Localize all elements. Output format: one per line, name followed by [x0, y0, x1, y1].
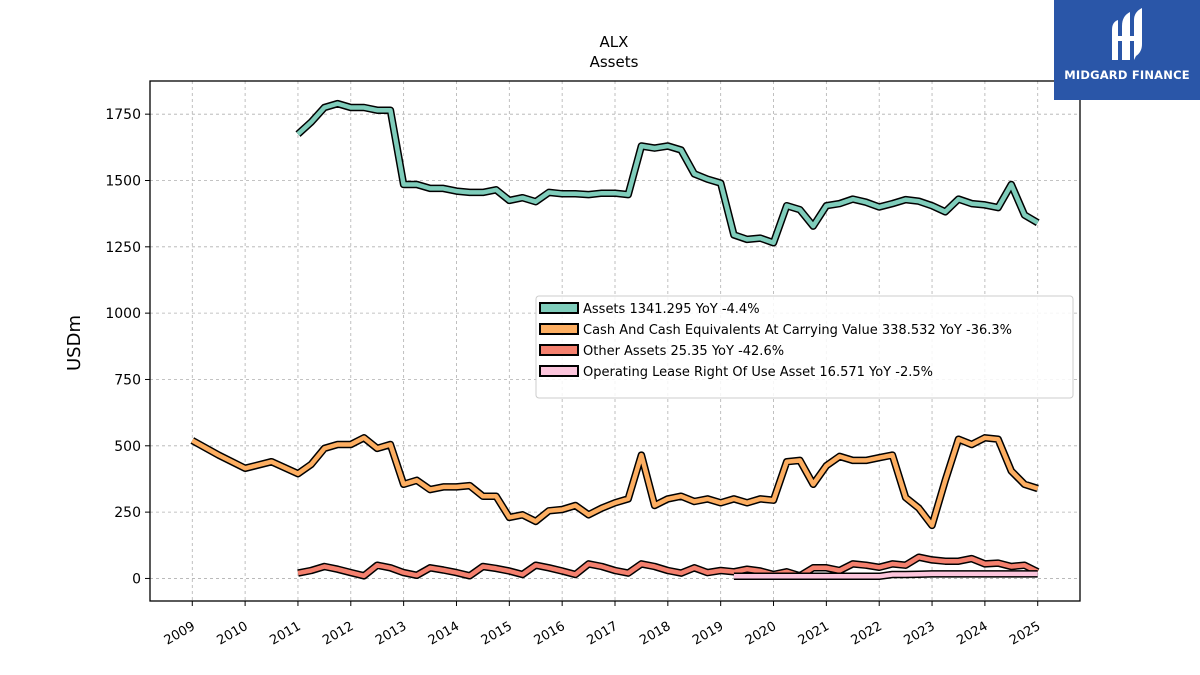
legend-swatch	[539, 344, 579, 356]
x-tick-label: 2017	[584, 619, 620, 649]
cash-and-cash-equivalents-at-carrying-value-line	[191, 435, 1039, 528]
y-tick-label: 1500	[105, 173, 141, 189]
x-tick-label: 2025	[1007, 619, 1043, 649]
x-tick-label: 2009	[162, 619, 198, 649]
other-assets-line	[297, 554, 1039, 579]
x-tick-label: 2011	[267, 619, 303, 649]
y-axis-label: USDm	[64, 315, 85, 371]
chart-subtitle: Assets	[590, 53, 639, 71]
brand-logo: MIDGARD FINANCE	[1054, 0, 1200, 100]
series-lines	[190, 99, 1040, 581]
x-tick-label: 2023	[901, 619, 937, 649]
legend-swatch	[539, 302, 579, 314]
brand-logo-icon	[1112, 8, 1142, 60]
legend-box	[535, 295, 1074, 399]
x-tick-label: 2013	[373, 619, 409, 649]
legend-swatch	[539, 365, 579, 377]
x-tick-label: 2022	[849, 619, 885, 649]
y-tick-label: 0	[132, 571, 141, 587]
legend: Assets 1341.295 YoY -4.4% Cash And Cash E…	[535, 295, 1074, 399]
x-tick-label: 2021	[796, 619, 832, 649]
legend-swatch	[539, 323, 579, 335]
legend-entry-label: Other Assets 25.35 YoY -42.6%	[583, 344, 784, 359]
x-tick-label: 2019	[690, 619, 726, 649]
legend-entry-label: Operating Lease Right Of Use Asset 16.57…	[583, 365, 933, 380]
y-tick-label: 250	[114, 505, 141, 521]
x-tick-label: 2024	[954, 619, 990, 649]
y-tick-label: 1250	[105, 240, 141, 256]
x-tick-label: 2020	[743, 619, 779, 649]
assets-line	[296, 101, 1039, 246]
operating-lease-right-of-use-asset-line	[733, 571, 1038, 579]
y-tick-label: 1000	[105, 306, 141, 322]
x-tick-label: 2010	[215, 619, 251, 649]
x-tick-label: 2016	[532, 619, 568, 649]
y-tick-label: 750	[114, 372, 141, 388]
x-tick-label: 2014	[426, 619, 462, 649]
brand-logo-text: MIDGARD FINANCE	[1064, 68, 1190, 82]
chart-title: ALX	[600, 33, 629, 51]
x-tick-label: 2018	[637, 619, 673, 649]
x-tick-label: 2015	[479, 619, 515, 649]
legend-entry-label: Assets 1341.295 YoY -4.4%	[583, 302, 760, 317]
x-tick-label: 2012	[320, 619, 356, 649]
y-tick-label: 1750	[105, 107, 141, 123]
y-tick-label: 500	[114, 439, 141, 455]
legend-entry-label: Cash And Cash Equivalents At Carrying Va…	[583, 323, 1012, 338]
